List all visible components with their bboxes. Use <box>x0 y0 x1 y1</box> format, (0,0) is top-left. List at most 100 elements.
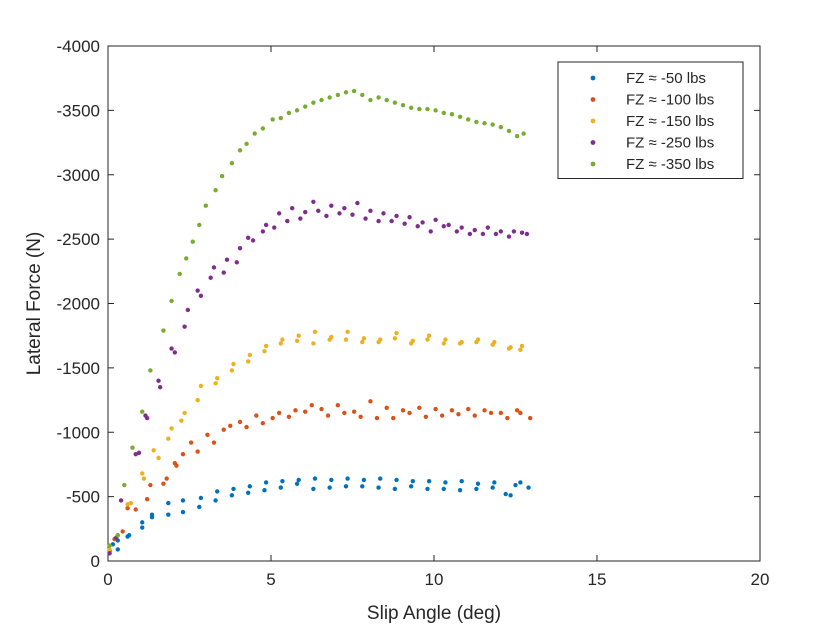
data-point <box>244 141 249 147</box>
data-point <box>312 476 318 481</box>
data-point <box>472 227 477 233</box>
data-point <box>180 498 186 503</box>
data-point <box>190 239 195 244</box>
data-point <box>519 230 525 235</box>
data-point <box>417 405 422 410</box>
data-point <box>335 92 341 98</box>
data-point <box>228 423 233 429</box>
data-point <box>433 108 438 113</box>
data-point <box>244 424 249 430</box>
data-point <box>205 432 210 438</box>
data-point <box>270 415 275 421</box>
data-point <box>198 293 204 298</box>
data-point <box>262 348 267 354</box>
data-point <box>456 412 461 417</box>
data-point <box>407 410 412 416</box>
data-point <box>475 337 481 342</box>
data-point <box>234 260 239 265</box>
data-point <box>107 547 112 552</box>
data-point <box>513 482 518 488</box>
data-point <box>391 415 396 421</box>
data-point <box>293 408 298 413</box>
data-point <box>459 225 464 230</box>
series-3 <box>107 329 525 552</box>
data-point <box>312 329 318 335</box>
data-point <box>376 485 381 490</box>
data-point <box>166 512 171 517</box>
data-point <box>208 275 213 280</box>
data-point <box>136 450 142 456</box>
data-point <box>345 329 350 335</box>
data-point <box>498 229 504 234</box>
data-point <box>474 486 479 492</box>
data-point <box>149 512 155 517</box>
data-point <box>490 122 495 127</box>
data-point <box>276 410 282 416</box>
data-point <box>270 117 275 122</box>
data-point <box>156 378 161 383</box>
x-tick-label: 15 <box>588 570 607 589</box>
y-tick-label: -3000 <box>57 166 100 185</box>
data-point <box>252 131 257 136</box>
data-point <box>329 334 334 340</box>
data-point <box>229 493 235 498</box>
data-point <box>327 95 332 100</box>
data-point <box>454 229 460 234</box>
data-point <box>148 482 153 488</box>
data-point <box>358 414 363 419</box>
data-point <box>506 128 512 134</box>
data-point <box>140 525 145 530</box>
data-point <box>433 406 438 412</box>
data-point <box>441 486 446 492</box>
data-point <box>311 100 316 105</box>
data-point <box>361 477 367 483</box>
data-point <box>303 209 308 215</box>
data-point <box>195 449 200 454</box>
data-point <box>360 92 365 98</box>
legend-marker <box>590 97 596 102</box>
data-point <box>303 409 308 414</box>
data-point <box>260 421 266 426</box>
data-point <box>343 337 349 342</box>
data-point <box>466 117 471 122</box>
data-point <box>428 229 433 234</box>
data-point <box>337 211 342 216</box>
data-point <box>263 222 269 228</box>
data-point <box>527 415 533 421</box>
data-point <box>394 477 399 483</box>
x-tick-label: 10 <box>425 570 444 589</box>
data-point <box>260 229 266 234</box>
data-point <box>231 486 236 492</box>
data-point <box>260 126 266 131</box>
data-point <box>350 212 355 217</box>
data-point <box>188 440 194 445</box>
data-point <box>355 200 360 206</box>
data-point <box>182 410 187 416</box>
data-point <box>107 543 112 548</box>
data-point <box>166 436 171 441</box>
data-point <box>272 225 277 230</box>
legend-label: FZ ≈ -100 lbs <box>626 92 714 109</box>
y-tick-label: 0 <box>91 552 100 571</box>
data-point <box>368 97 373 103</box>
legend-marker <box>590 75 596 81</box>
data-point <box>278 341 283 346</box>
data-point <box>526 485 531 490</box>
data-point <box>125 506 130 511</box>
data-point <box>289 206 295 211</box>
data-point <box>361 336 367 341</box>
data-point <box>213 498 218 503</box>
data-point <box>503 491 508 497</box>
data-point <box>441 224 446 229</box>
y-tick-label: -2500 <box>57 230 100 249</box>
axis-ticks: 0 5 10 15 20 0 -500 -1000 -1500 -2000 -2500 -3000 -3… <box>57 37 770 589</box>
data-point <box>245 359 251 364</box>
data-point <box>343 484 349 489</box>
data-point <box>325 413 331 418</box>
data-point <box>211 440 217 445</box>
data-point <box>457 114 463 120</box>
data-point <box>324 213 329 219</box>
data-point <box>400 103 406 108</box>
data-point <box>319 406 324 412</box>
data-point <box>140 409 145 414</box>
